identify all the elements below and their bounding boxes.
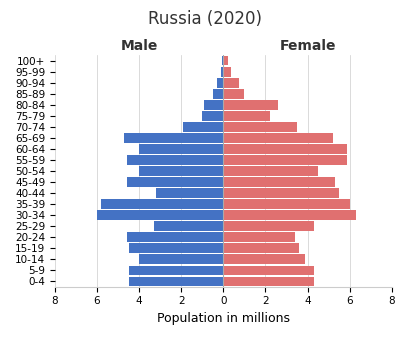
- Bar: [223, 177, 334, 187]
- Bar: [223, 233, 294, 242]
- Bar: [126, 155, 223, 165]
- Bar: [223, 111, 269, 121]
- Bar: [126, 233, 223, 242]
- Text: Male: Male: [120, 39, 157, 53]
- Bar: [97, 210, 223, 220]
- Bar: [223, 56, 227, 66]
- Bar: [139, 144, 223, 154]
- Bar: [128, 276, 223, 286]
- Bar: [223, 199, 349, 209]
- Bar: [128, 266, 223, 275]
- Bar: [223, 155, 347, 165]
- Bar: [223, 89, 244, 99]
- Bar: [139, 166, 223, 176]
- Bar: [223, 100, 277, 109]
- Bar: [222, 56, 223, 66]
- Bar: [223, 67, 230, 76]
- Bar: [223, 78, 238, 87]
- Bar: [223, 188, 338, 198]
- Text: Female: Female: [279, 39, 335, 53]
- Bar: [139, 254, 223, 264]
- Bar: [223, 266, 313, 275]
- Bar: [202, 111, 223, 121]
- Bar: [223, 276, 313, 286]
- Bar: [101, 199, 223, 209]
- X-axis label: Population in millions: Population in millions: [157, 312, 289, 325]
- Bar: [126, 177, 223, 187]
- Bar: [212, 89, 223, 99]
- Bar: [223, 210, 355, 220]
- Bar: [183, 122, 223, 132]
- Bar: [223, 144, 347, 154]
- Bar: [204, 100, 223, 109]
- Bar: [223, 166, 317, 176]
- Bar: [223, 122, 296, 132]
- Bar: [223, 254, 305, 264]
- Bar: [128, 243, 223, 253]
- Bar: [216, 78, 223, 87]
- Bar: [223, 243, 298, 253]
- Bar: [124, 133, 223, 143]
- Bar: [221, 67, 223, 76]
- Bar: [223, 221, 313, 231]
- Bar: [153, 221, 223, 231]
- Text: Russia (2020): Russia (2020): [148, 10, 261, 28]
- Bar: [223, 133, 332, 143]
- Bar: [155, 188, 223, 198]
